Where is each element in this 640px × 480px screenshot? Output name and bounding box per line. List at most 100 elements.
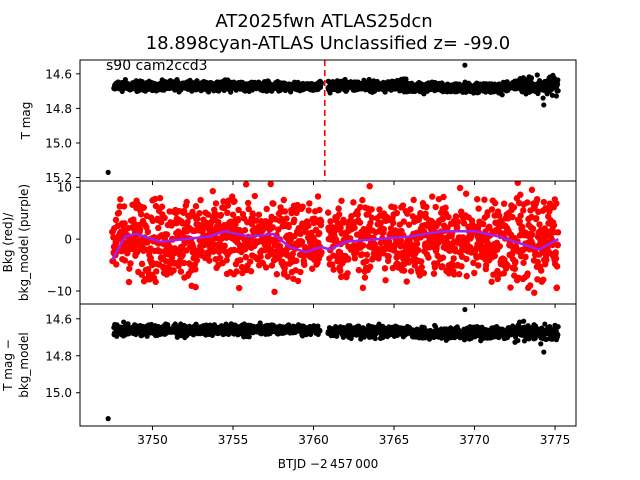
bkg-point (298, 238, 306, 246)
bkg-point (462, 190, 470, 197)
bkg-point (269, 224, 276, 231)
chart-title-line1: AT2025fwn ATLAS25dcn (215, 11, 432, 32)
bkg-point (291, 216, 298, 223)
bkg-point (309, 265, 316, 272)
bkg-point (302, 228, 310, 236)
lightcurve-point (555, 324, 561, 330)
bkg-point (359, 196, 366, 204)
bkg-point (423, 203, 430, 211)
bkg-point (500, 270, 508, 277)
bkg-point (216, 254, 224, 262)
top-y-axis-label: T mag (19, 102, 33, 141)
bkg-point (495, 212, 503, 219)
bkg-point (288, 209, 295, 217)
sector-camera-annotation: s90 cam2ccd3 (106, 58, 208, 74)
bkg-point (540, 276, 547, 283)
bkg-point (399, 202, 407, 209)
bkg-point (115, 209, 123, 217)
lightcurve-point (122, 76, 129, 83)
bkg-point (224, 209, 231, 217)
bkg-point (221, 242, 228, 250)
bkg-point (463, 272, 470, 280)
bkg-point (346, 235, 354, 242)
bkg-point (241, 227, 249, 234)
bkg-point (440, 193, 447, 201)
outlier-point (105, 169, 111, 175)
bkg-point (381, 265, 389, 272)
bkg-point (430, 270, 438, 277)
bkg-point (357, 203, 364, 211)
bkg-point (242, 181, 250, 188)
lightcurve-point (317, 328, 323, 334)
bkg-point (330, 266, 337, 273)
bkg-point (206, 257, 213, 264)
middle-y-axis-label: bkg_model (purple) (17, 184, 31, 301)
bkg-point (340, 219, 348, 226)
bkg-point (275, 226, 282, 233)
bkg-point (391, 204, 398, 211)
bkg-point (251, 192, 259, 200)
bkg-point (432, 203, 439, 211)
bkg-point (529, 231, 536, 238)
bkg-point (458, 263, 465, 270)
bkg-point (531, 289, 538, 296)
lightcurve-point (534, 72, 540, 78)
bkg-point (294, 201, 301, 209)
bkg-point (338, 197, 345, 204)
bkg-point (397, 237, 405, 244)
bkg-point (138, 271, 145, 278)
bkg-point (418, 258, 425, 265)
bkg-point (405, 221, 413, 228)
bkg-point (519, 223, 526, 231)
bkg-point (257, 253, 264, 260)
bkg-point (140, 204, 148, 211)
bkg-point (158, 203, 166, 210)
bkg-point (418, 263, 425, 271)
bkg-point (554, 229, 562, 236)
bkg-point (407, 268, 415, 275)
bkg-point (220, 198, 227, 205)
bkg-point (192, 266, 199, 273)
bkg-point (439, 263, 446, 270)
bkg-point (533, 214, 540, 222)
bkg-point (368, 206, 375, 213)
lightcurve-point (554, 81, 561, 88)
bkg-point (284, 273, 291, 280)
bkg-point (538, 267, 545, 274)
bkg-point (400, 218, 408, 225)
lightcurve-point (372, 335, 378, 342)
bkg-point (366, 182, 373, 190)
middle-y-axis-label: Bkg (red)/ (1, 212, 15, 273)
bkg-point (117, 196, 124, 203)
bkg-point (144, 228, 152, 236)
x-axis-label: BTJD −2 457 000 (278, 457, 378, 471)
bkg-point (480, 220, 487, 228)
bkg-point (113, 261, 120, 268)
top-axes-frame (79, 59, 577, 182)
bkg-point (192, 283, 199, 291)
bkg-point (263, 205, 270, 213)
bkg-point (529, 225, 537, 233)
bkg-point (177, 268, 185, 275)
bkg-point (540, 198, 548, 206)
bkg-point (450, 255, 457, 262)
bkg-point (512, 258, 519, 265)
bkg-point (217, 211, 225, 219)
bkg-point (470, 259, 477, 267)
bkg-point (314, 193, 322, 200)
bkg-point (184, 218, 191, 226)
bkg-point (466, 244, 474, 251)
y-tick-label: −10 (47, 285, 72, 299)
bkg-point (180, 207, 188, 215)
bkg-point (475, 205, 482, 212)
lightcurve-point (540, 95, 546, 101)
x-tick-label: 3755 (218, 433, 249, 447)
top-plot-area (105, 62, 561, 175)
bkg-point (268, 262, 276, 269)
y-tick-label: 10 (57, 181, 72, 195)
bkg-point (136, 226, 144, 233)
bkg-point (475, 262, 482, 269)
lightcurve-point (315, 323, 321, 329)
